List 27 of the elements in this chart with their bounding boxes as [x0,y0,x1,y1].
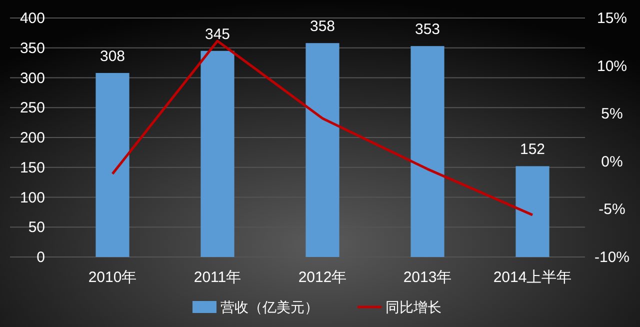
y2-tick-label: -10% [594,249,630,266]
y-tick-label: 250 [20,100,45,117]
y-tick-label: 300 [20,70,45,87]
x-tick-label: 2012年 [298,269,347,286]
y-tick-label: 350 [20,40,45,57]
y2-tick-label: 15% [596,10,628,27]
y2-tick-label: -5% [598,201,626,218]
y-tick-label: 50 [28,219,45,236]
data-label: 152 [520,141,546,158]
y-tick-label: 150 [20,159,45,176]
y2-tick-label: 0% [601,153,623,170]
y-tick-label: 0 [36,249,45,266]
y-tick-label: 200 [20,130,45,146]
y2-tick-label: 5% [601,106,623,123]
legend-label: 同比增长 [386,299,442,315]
y-tick-label: 100 [20,189,45,206]
x-tick-label: 2011年 [194,269,242,286]
y2-tick-label: 10% [596,58,628,75]
y-tick-label: 400 [20,10,45,27]
data-label: 353 [414,21,440,38]
x-tick-label: 2013年 [403,269,452,286]
data-label: 345 [204,26,230,43]
legend-label: 营收（亿美元） [220,299,318,315]
x-tick-label: 2010年 [88,269,137,286]
data-label: 358 [310,18,336,36]
data-label: 308 [100,48,126,65]
x-tick-label: 2014上半年 [493,269,572,286]
